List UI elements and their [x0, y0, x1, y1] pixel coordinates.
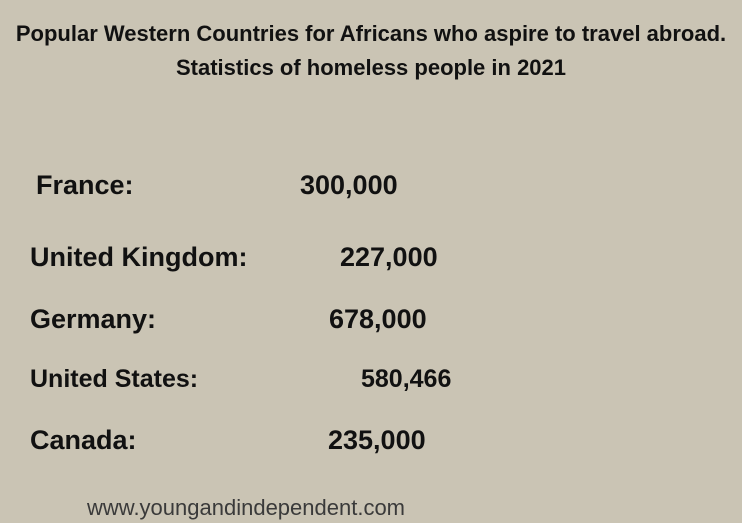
subtitle: Statistics of homeless people in 2021 [175, 55, 567, 80]
country: United Kingdom: [30, 242, 248, 272]
value: 300,000 [300, 170, 398, 200]
country: Canada: [30, 425, 137, 455]
footer-url: www.youngandindependent.com [87, 495, 406, 520]
country: Germany: [30, 304, 157, 334]
country: France: [36, 170, 134, 200]
header: Popular Western Countries for Africans w… [0, 17, 742, 85]
title: Popular Western Countries for Africans w… [15, 21, 727, 46]
value: 227,000 [340, 242, 438, 272]
value: 235,000 [328, 425, 426, 455]
country: United States: [30, 365, 199, 393]
value: 580,466 [361, 365, 452, 393]
value: 678,000 [329, 304, 427, 334]
